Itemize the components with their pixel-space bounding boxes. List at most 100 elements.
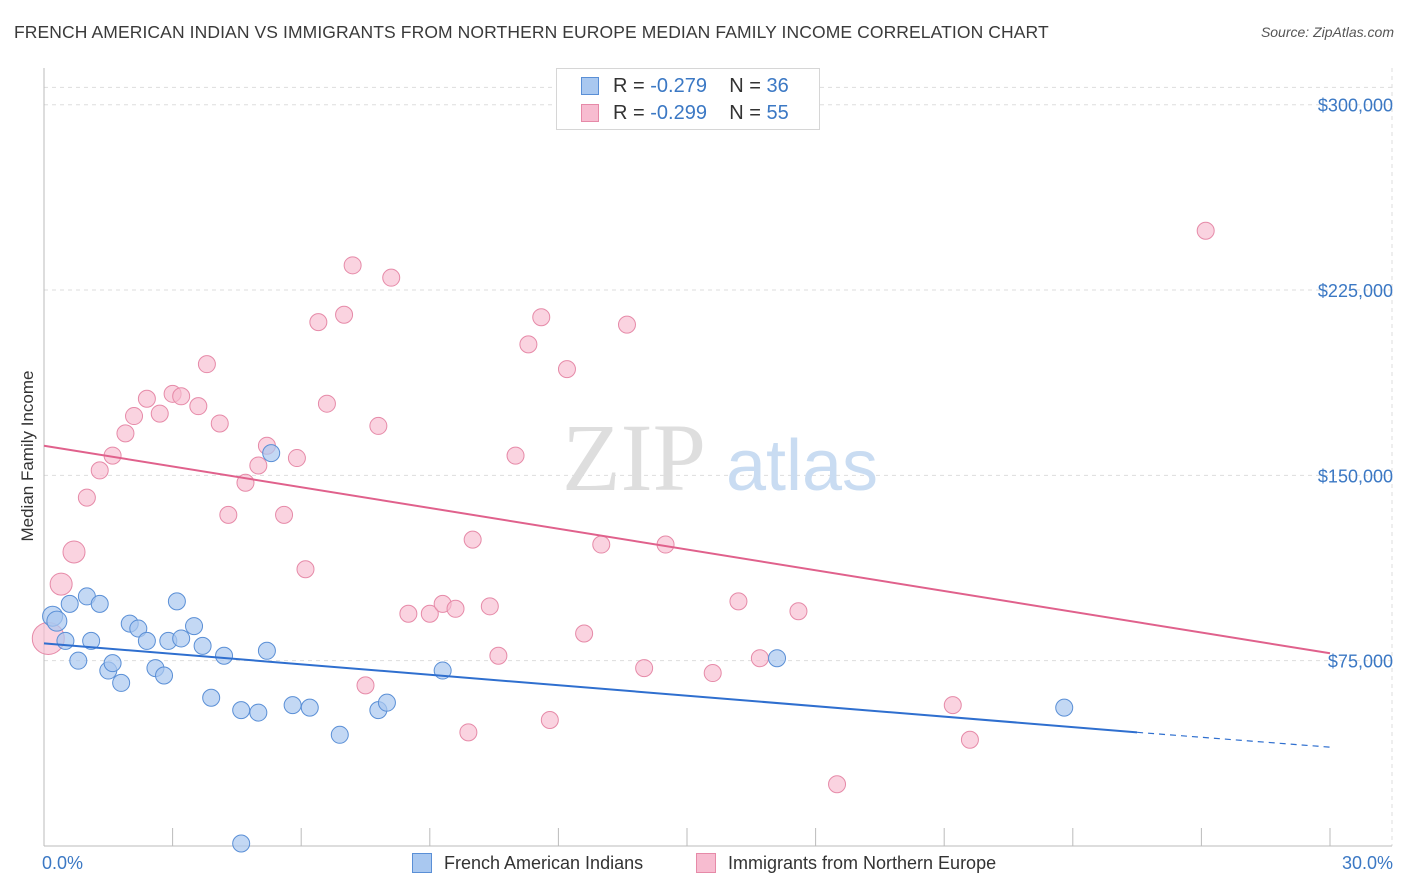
x-tick-label: 30.0% [1342,853,1393,873]
axes [43,68,1392,847]
data-point-northern-europe [703,664,722,683]
series-french-american-indians-points [42,444,1074,853]
data-point-northern-europe [90,461,109,480]
data-point-northern-europe [287,449,306,468]
correlation-legend: R = -0.279 N = 36 R = -0.299 N = 55 [556,68,820,130]
data-point-northern-europe [172,387,191,406]
data-point-french-american-indians [185,617,204,636]
legend-swatch-pink [696,853,716,873]
data-point-french-american-indians [56,631,75,650]
data-point-northern-europe [116,424,135,443]
data-point-northern-europe [729,592,748,611]
data-point-french-american-indians [249,703,268,722]
data-point-french-american-indians [90,594,109,613]
data-point-northern-europe [446,599,465,618]
data-point-french-american-indians [112,673,131,692]
tick-labels: $75,000 $150,000 $225,000 $300,000 0.0% 30.0% [42,96,1393,873]
trend-line-french-american-indians [43,642,1138,734]
trend-lines [43,444,1331,748]
data-point-northern-europe [77,488,96,507]
data-point-northern-europe [420,604,439,623]
y-tick-label: $225,000 [1318,281,1393,301]
data-point-northern-europe [219,505,238,524]
data-point-french-american-indians [202,688,221,707]
data-point-northern-europe [317,394,336,413]
data-point-northern-europe [150,404,169,423]
data-point-french-american-indians [377,693,396,712]
data-point-french-american-indians [232,701,251,720]
data-point-french-american-indians [155,666,174,685]
data-point-northern-europe [506,446,525,465]
data-point-french-american-indians [103,654,122,673]
r-value: -0.299 [650,102,707,124]
data-point-northern-europe [480,597,499,616]
data-point-french-american-indians [137,631,156,650]
data-point-northern-europe [960,730,979,749]
data-point-northern-europe [296,560,315,579]
y-tick-label: $75,000 [1328,652,1393,672]
data-point-northern-europe [1196,221,1215,240]
data-point-northern-europe [369,416,388,435]
watermark-zip: ZIP [562,404,706,511]
data-point-french-american-indians [172,629,191,648]
data-point-french-american-indians [129,619,148,638]
gridlines [44,68,1393,846]
series-legend: French American Indians Immigrants from … [0,852,1406,878]
data-point-northern-europe [540,710,559,729]
watermark: ZIP atlas [562,404,878,511]
data-point-northern-europe [519,335,538,354]
legend-label: Immigrants from Northern Europe [728,853,997,873]
data-point-northern-europe [356,676,375,695]
n-label: N = [729,75,761,97]
data-point-northern-europe [382,268,401,287]
y-tick-label: $300,000 [1318,96,1393,116]
data-point-french-american-indians [283,696,302,715]
data-point-northern-europe [463,530,482,549]
data-point-french-american-indians [82,631,101,650]
n-value: 36 [766,75,789,97]
data-point-northern-europe [197,355,216,374]
data-point-northern-europe [943,696,962,715]
data-point-french-american-indians [60,594,79,613]
data-point-northern-europe [275,505,294,524]
data-point-french-american-indians [257,641,276,660]
r-label: R = [613,102,645,124]
data-point-northern-europe [62,540,86,564]
data-point-northern-europe [343,256,362,275]
trend-line-extension [1137,731,1331,748]
data-point-french-american-indians [215,646,234,665]
legend-swatch-pink [581,104,599,122]
data-point-french-american-indians [768,649,787,668]
data-point-northern-europe [249,456,268,475]
legend-label: French American Indians [444,853,644,873]
data-point-french-american-indians [46,610,68,632]
r-label: R = [613,75,645,97]
data-point-northern-europe [489,646,508,665]
data-point-northern-europe [635,659,654,678]
data-point-french-american-indians [330,725,349,744]
data-point-northern-europe [459,723,478,742]
data-point-northern-europe [210,414,229,433]
n-label: N = [729,102,761,124]
data-point-northern-europe [575,624,594,643]
data-point-northern-europe [828,775,847,794]
data-point-northern-europe [125,407,144,426]
data-point-french-american-indians [1055,698,1074,717]
data-point-northern-europe [189,397,208,416]
source-label: Source: ZipAtlas.com [1260,24,1394,40]
data-point-french-american-indians [193,636,212,655]
data-point-french-american-indians [69,651,88,670]
data-point-northern-europe [557,360,576,379]
data-point-northern-europe [750,649,769,668]
data-point-northern-europe [399,604,418,623]
watermark-atlas: atlas [726,426,878,506]
data-point-northern-europe [532,308,551,327]
data-point-northern-europe [335,305,354,324]
n-value: 55 [766,102,789,124]
data-point-northern-europe [49,572,73,596]
trend-line-northern-europe [43,444,1331,655]
r-value: -0.279 [650,75,707,97]
data-point-northern-europe [617,315,636,334]
y-tick-label: $150,000 [1318,466,1393,486]
